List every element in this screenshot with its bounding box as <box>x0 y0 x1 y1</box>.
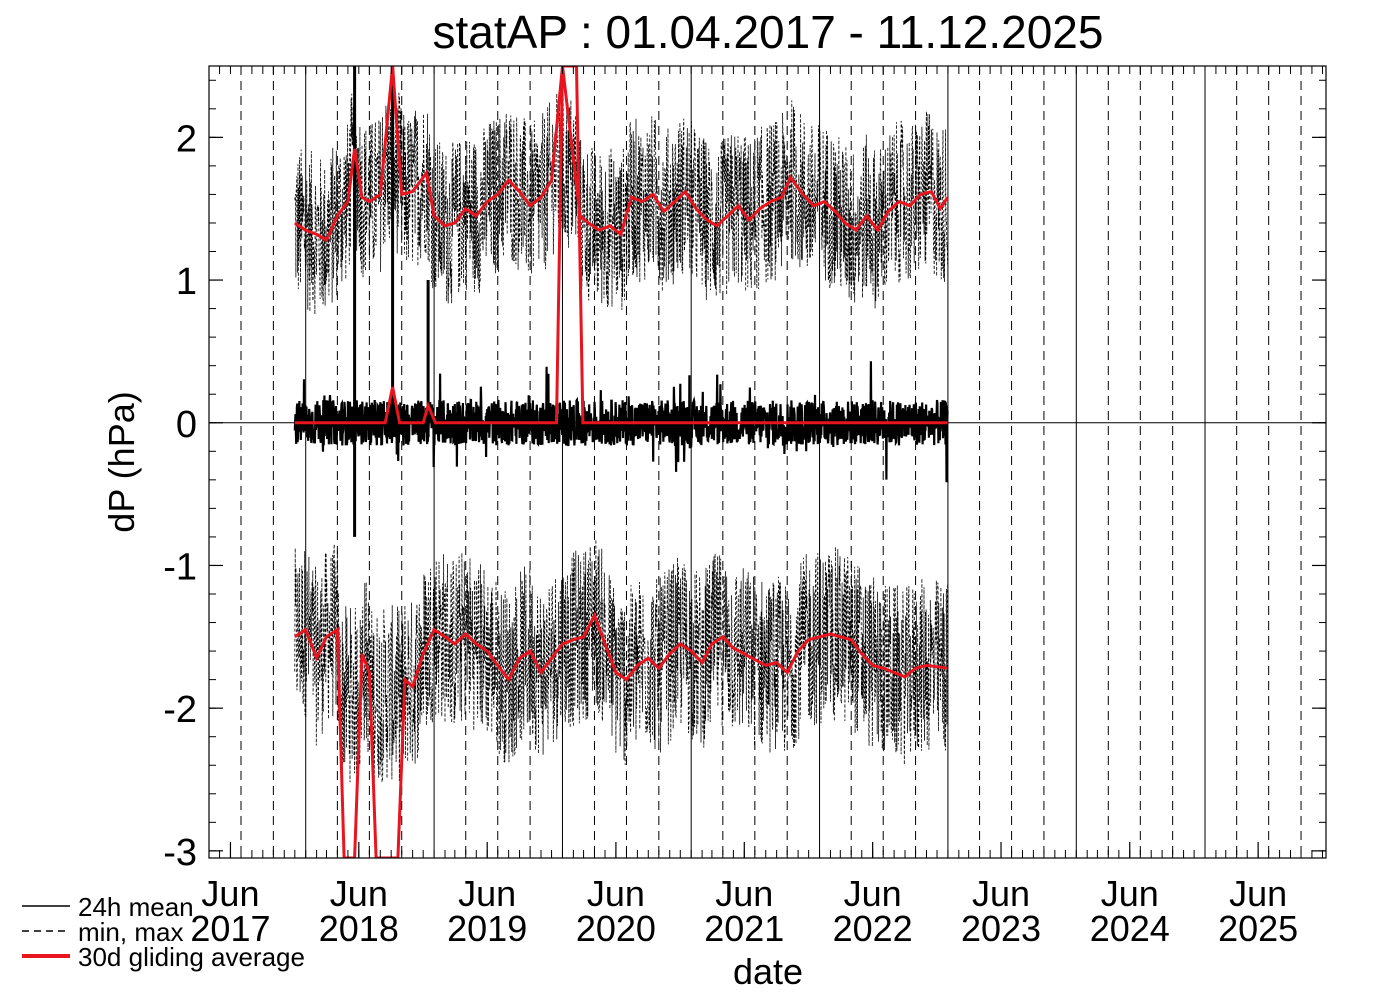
gliding-average-line <box>294 66 948 425</box>
x-tick-month-label: Jun <box>201 873 259 914</box>
x-tick-month-label: Jun <box>844 873 902 914</box>
y-tick-label: 0 <box>176 404 197 446</box>
y-axis-label: dP (hPa) <box>101 391 142 532</box>
y-tick-label: -3 <box>163 832 197 874</box>
x-tick-year-label: 2021 <box>704 908 784 949</box>
plot-frame <box>208 65 1327 859</box>
gliding-average-line <box>293 611 948 858</box>
x-tick-year-label: 2018 <box>319 908 399 949</box>
x-axis: Jun2017Jun2018Jun2019Jun2020Jun2021Jun20… <box>190 66 1323 949</box>
legend-label: min, max <box>78 917 183 947</box>
x-tick-month-label: Jun <box>715 873 773 914</box>
y-axis: 2 1 0 -1 -2 -3 <box>163 79 1326 874</box>
x-tick-year-label: 2020 <box>576 908 656 949</box>
x-tick-year-label: 2025 <box>1218 908 1298 949</box>
y-tick-label: -1 <box>163 546 197 588</box>
x-tick-month-label: Jun <box>972 873 1030 914</box>
x-tick-month-label: Jun <box>1229 873 1287 914</box>
chart-title: statAP : 01.04.2017 - 11.12.2025 <box>433 6 1104 58</box>
x-tick-year-label: 2022 <box>833 908 913 949</box>
x-tick-year-label: 2017 <box>190 908 270 949</box>
x-tick-year-label: 2023 <box>961 908 1041 949</box>
y-tick-label: 1 <box>176 261 197 303</box>
x-tick-month-label: Jun <box>587 873 645 914</box>
x-tick-year-label: 2019 <box>447 908 527 949</box>
y-tick-label: 2 <box>176 118 197 160</box>
legend-label: 30d gliding average <box>78 942 305 972</box>
legend-label: 24h mean <box>78 892 194 922</box>
y-tick-label: -2 <box>163 689 197 731</box>
daily-max-line <box>294 92 948 315</box>
x-tick-month-label: Jun <box>330 873 388 914</box>
x-axis-label: date <box>733 951 803 992</box>
x-tick-month-label: Jun <box>1101 873 1159 914</box>
x-tick-month-label: Jun <box>458 873 516 914</box>
x-tick-year-label: 2024 <box>1090 908 1170 949</box>
daily-mean-line <box>293 361 949 483</box>
gliding-average-line <box>293 66 949 243</box>
data-series <box>293 66 949 858</box>
